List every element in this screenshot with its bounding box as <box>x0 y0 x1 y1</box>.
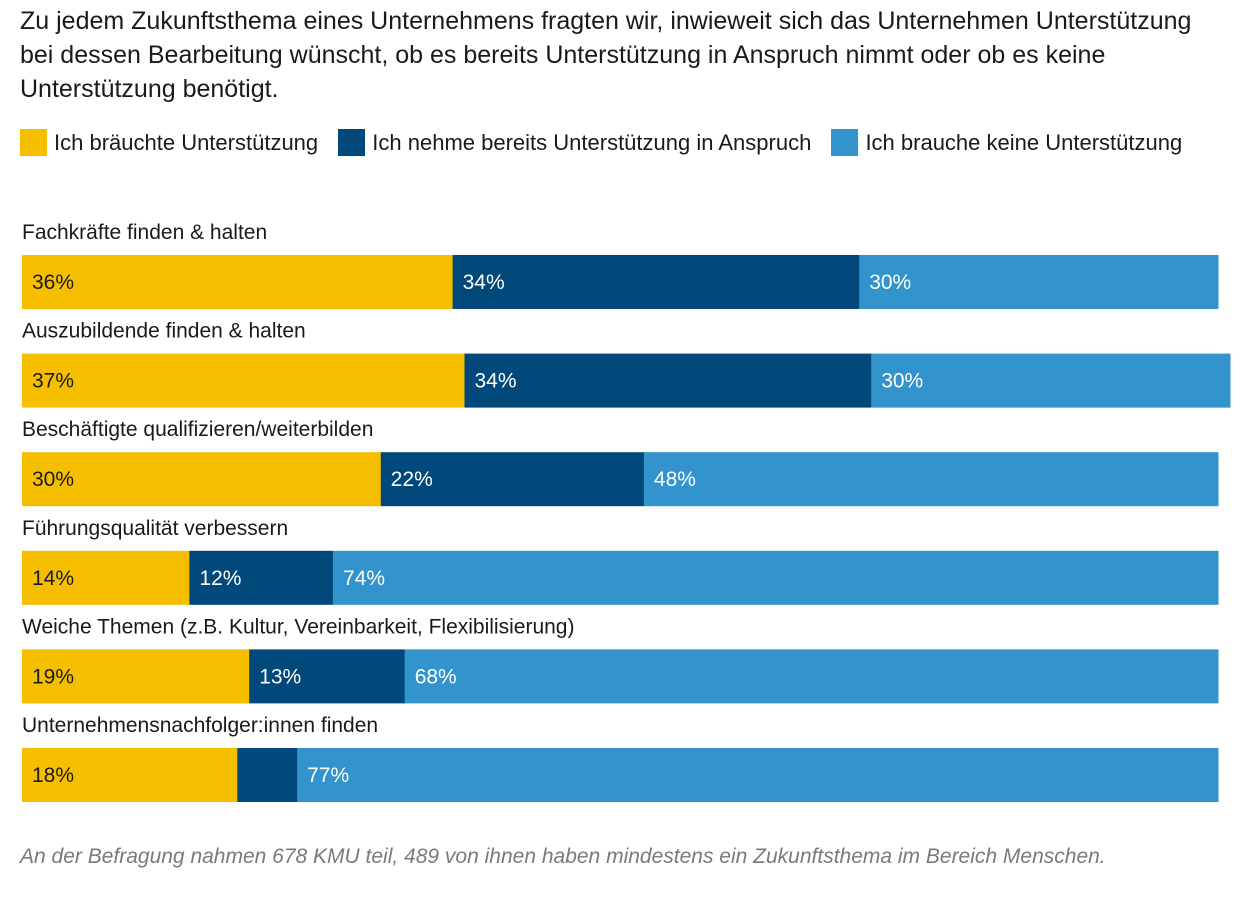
category-label: Fachkräfte finden & halten <box>22 221 267 244</box>
data-label: 14% <box>32 567 74 590</box>
bar-segment-ich-br-uchte-unterst-tzung <box>22 748 238 802</box>
bar-segment-ich-br-uchte-unterst-tzung <box>22 649 250 704</box>
category-label: Führungsqualität verbessern <box>22 517 288 540</box>
data-label: 22% <box>391 468 433 491</box>
data-label: 30% <box>881 370 923 393</box>
legend-label-no-support: Ich brauche keine Unterstützung <box>865 130 1183 155</box>
bar-segment-ich-br-uchte-unterst-tzung <box>22 550 190 605</box>
legend-item-no-support: Ich brauche keine Unterstützung <box>831 129 1183 156</box>
data-label: 30% <box>869 271 911 294</box>
legend-swatch-uses-support <box>338 129 366 156</box>
bar-segment-ich-br-uchte-unterst-tzung <box>22 255 454 309</box>
legend-label-needs-support: Ich bräuchte Unterstützung <box>54 130 319 155</box>
legend-label-uses-support: Ich nehme bereits Unterstützung in Anspr… <box>372 130 812 155</box>
bar-segment-ich-nehme-bereits-unterst-tzung-in-anspruch <box>189 550 334 605</box>
data-label: 74% <box>343 567 385 590</box>
bar-segment-ich-brauche-keine-unterst-tzung <box>333 550 1219 605</box>
bar-segment-ich-nehme-bereits-unterst-tzung-in-anspruch <box>237 748 298 802</box>
category-label: Beschäftigte qualifizieren/weiterbilden <box>22 418 373 441</box>
legend-swatch-needs-support <box>20 129 47 156</box>
category-label: Unternehmensnachfolger:innen finden <box>22 714 378 737</box>
legend-item-needs-support: Ich bräuchte Unterstützung <box>20 129 319 156</box>
category-label: Weiche Themen (z.B. Kultur, Vereinbarkei… <box>22 615 574 638</box>
data-label: 34% <box>475 370 517 393</box>
bar-segment-ich-brauche-keine-unterst-tzung <box>859 255 1219 309</box>
bar-segment-ich-br-uchte-unterst-tzung <box>22 353 465 408</box>
data-label: 19% <box>32 665 74 688</box>
data-label: 13% <box>259 665 301 688</box>
legend-swatch-no-support <box>831 129 859 156</box>
bar-segment-ich-nehme-bereits-unterst-tzung-in-anspruch <box>249 649 406 704</box>
bar-segment-ich-nehme-bereits-unterst-tzung-in-anspruch <box>380 452 645 507</box>
category-label: Auszubildende finden & halten <box>22 320 306 343</box>
chart-footnote: An der Befragung nahmen 678 KMU teil, 48… <box>20 845 1106 868</box>
data-label: 18% <box>32 764 74 787</box>
legend-item-uses-support: Ich nehme bereits Unterstützung in Anspr… <box>338 129 812 156</box>
data-label: 30% <box>32 468 74 491</box>
data-label: 77% <box>307 764 349 787</box>
chart-legend: Ich bräuchte Unterstützung Ich nehme ber… <box>20 126 1220 160</box>
data-label: 36% <box>32 271 74 294</box>
data-label: 34% <box>463 271 505 294</box>
bar-segment-ich-nehme-bereits-unterst-tzung-in-anspruch <box>452 255 860 309</box>
bar-segment-ich-brauche-keine-unterst-tzung <box>643 452 1219 507</box>
data-label: 68% <box>415 665 457 688</box>
data-label: 48% <box>654 468 696 491</box>
bar-segment-ich-br-uchte-unterst-tzung <box>22 452 382 507</box>
bar-segment-ich-brauche-keine-unterst-tzung <box>871 353 1231 408</box>
bar-segment-ich-nehme-bereits-unterst-tzung-in-anspruch <box>464 353 872 408</box>
data-label: 37% <box>32 370 74 393</box>
chart-title: Zu jedem Zukunftsthema eines Unternehmen… <box>20 7 1192 103</box>
bar-segment-ich-brauche-keine-unterst-tzung <box>297 748 1219 802</box>
bar-segment-ich-brauche-keine-unterst-tzung <box>404 649 1219 704</box>
data-label: 12% <box>199 567 241 590</box>
